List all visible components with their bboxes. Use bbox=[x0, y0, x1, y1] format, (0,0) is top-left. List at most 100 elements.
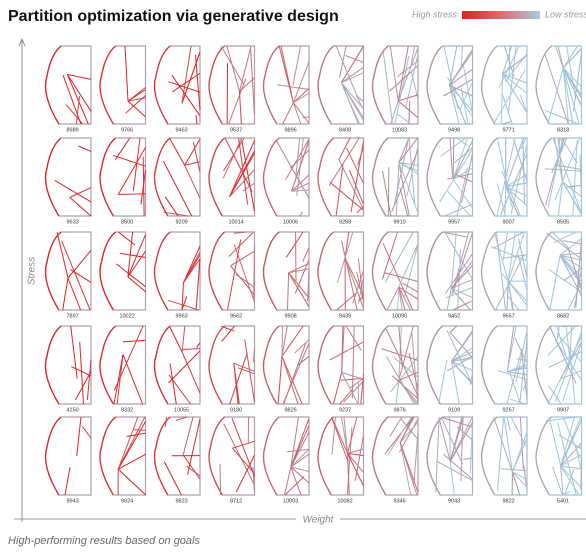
partition-wall bbox=[507, 280, 528, 302]
partition-wall bbox=[408, 352, 419, 390]
partition-wall bbox=[398, 325, 403, 366]
partition-wall bbox=[562, 416, 581, 459]
partition-wall bbox=[253, 245, 255, 298]
partition-wall bbox=[341, 82, 364, 110]
partition-wall bbox=[192, 141, 201, 173]
partition-wall bbox=[389, 65, 419, 92]
result-weight: 9537 bbox=[230, 127, 242, 133]
partition-wall bbox=[449, 422, 473, 462]
partition-wall bbox=[290, 466, 310, 484]
partition-wall bbox=[562, 67, 574, 125]
partition-wall bbox=[560, 252, 582, 256]
partition-wall bbox=[565, 184, 582, 188]
partition-wall bbox=[511, 432, 528, 473]
title: Partition optimization via generative de… bbox=[8, 8, 339, 25]
partition-wall bbox=[545, 109, 579, 125]
partition-wall bbox=[398, 243, 419, 288]
partition-wall bbox=[399, 442, 419, 493]
partition-wall bbox=[347, 416, 358, 454]
partition-wall bbox=[398, 162, 419, 214]
partition-wall bbox=[284, 466, 292, 496]
partition-wall bbox=[502, 120, 512, 125]
partition-edge bbox=[208, 325, 226, 405]
partition-edge bbox=[535, 231, 553, 311]
partition-wall bbox=[452, 179, 473, 209]
partition-wall bbox=[384, 272, 419, 282]
result-weight: 9907 bbox=[557, 407, 569, 413]
partition-wall bbox=[562, 48, 582, 69]
partition-wall bbox=[281, 325, 288, 357]
partition-wall bbox=[559, 254, 582, 269]
result-weight: 9109 bbox=[448, 407, 460, 413]
partition-wall bbox=[164, 196, 179, 217]
result-weight: 10083 bbox=[392, 127, 407, 133]
partition-wall bbox=[546, 232, 582, 260]
partition-wall bbox=[355, 95, 364, 102]
partition-wall bbox=[500, 73, 504, 125]
partition-wall bbox=[504, 186, 507, 217]
partition-wall bbox=[238, 137, 249, 205]
result-weight: 9657 bbox=[502, 313, 514, 319]
partition-edge bbox=[262, 325, 280, 405]
partition-wall bbox=[562, 240, 582, 245]
partition-wall bbox=[452, 137, 455, 180]
partition-wall bbox=[229, 150, 255, 198]
partition-wall bbox=[228, 78, 247, 125]
partition-wall bbox=[452, 140, 473, 180]
partition-wall bbox=[395, 380, 400, 405]
grid: 8989 9766 9463 9537 9896 8408 10083 9498 9771 831… bbox=[44, 45, 583, 504]
partition-wall bbox=[182, 348, 201, 350]
result-weight: 9876 bbox=[393, 407, 405, 413]
partition-wall bbox=[349, 102, 360, 125]
partition-wall bbox=[291, 174, 310, 192]
partition-edge bbox=[535, 137, 553, 217]
partition-wall bbox=[547, 137, 564, 208]
partition-wall bbox=[122, 339, 146, 343]
partition-wall bbox=[411, 333, 419, 405]
partition-wall bbox=[233, 363, 239, 405]
result-weight: 9910 bbox=[393, 219, 405, 225]
partition-wall bbox=[580, 457, 582, 491]
partition-wall bbox=[341, 372, 359, 405]
partition-edge bbox=[317, 416, 335, 496]
result-weight: 10022 bbox=[119, 313, 134, 319]
partition-wall bbox=[390, 356, 419, 393]
partition-wall bbox=[562, 67, 582, 99]
partition-wall bbox=[349, 377, 364, 389]
partition-wall bbox=[502, 55, 528, 75]
x-axis-label: Weight bbox=[303, 515, 335, 526]
partition-wall bbox=[442, 417, 473, 428]
partition-wall bbox=[506, 348, 523, 405]
partition-wall bbox=[347, 453, 364, 487]
partition-wall bbox=[413, 432, 419, 484]
result-weight: 4150 bbox=[66, 407, 78, 413]
x-label-bg bbox=[296, 512, 340, 526]
partition-wall bbox=[281, 356, 299, 405]
partition-wall bbox=[507, 371, 528, 376]
partition-edge bbox=[480, 45, 498, 125]
partition-wall bbox=[519, 94, 528, 113]
partition-wall bbox=[398, 325, 414, 381]
partition-wall bbox=[66, 74, 89, 125]
partition-wall bbox=[348, 169, 364, 205]
partition-edge bbox=[44, 45, 62, 125]
partition-wall bbox=[561, 325, 580, 327]
partition-wall bbox=[341, 240, 358, 311]
partition-wall bbox=[238, 367, 255, 375]
partition-wall bbox=[70, 325, 78, 379]
partition-wall bbox=[449, 137, 453, 178]
partition-wall bbox=[446, 288, 452, 311]
partition-wall bbox=[544, 54, 569, 125]
partition-wall bbox=[507, 45, 517, 114]
partition-edge bbox=[208, 231, 226, 311]
result-weight: 9924 bbox=[121, 498, 133, 504]
partition-wall bbox=[220, 325, 235, 332]
partition-wall bbox=[567, 247, 582, 290]
y-arrow bbox=[18, 37, 26, 47]
partition-wall bbox=[441, 231, 468, 238]
partition-wall bbox=[507, 281, 513, 311]
partition-wall bbox=[226, 45, 240, 92]
partition-wall bbox=[460, 84, 469, 125]
partition-wall bbox=[459, 82, 473, 110]
